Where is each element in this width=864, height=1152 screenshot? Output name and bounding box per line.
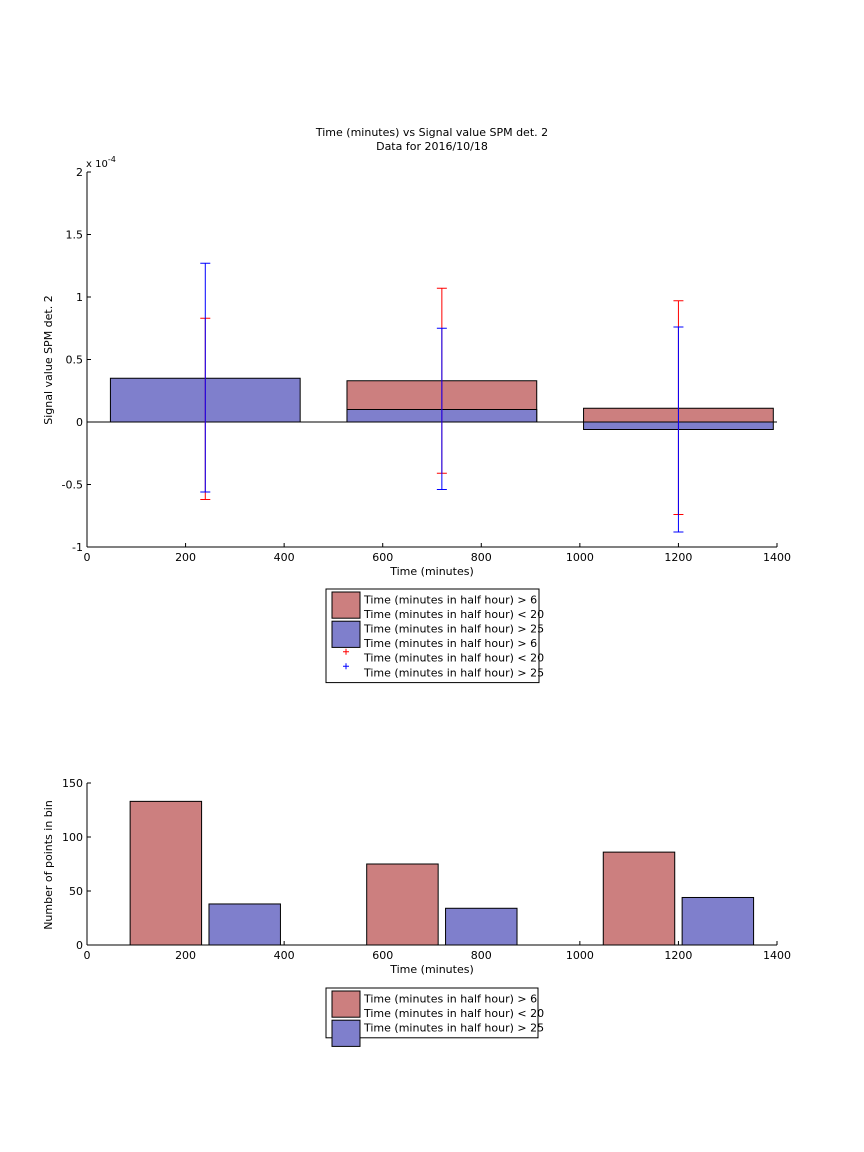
- chart-title: Time (minutes) vs Signal value SPM det. …: [315, 126, 548, 139]
- x-axis-label: Time (minutes): [389, 963, 474, 976]
- legend-label: Time (minutes in half hour) > 25: [363, 623, 544, 636]
- y-tick-label: 100: [62, 831, 83, 844]
- legend-box: [325, 987, 539, 1039]
- x-tick-label: 600: [372, 551, 393, 564]
- y-tick-label: -0.5: [62, 479, 83, 492]
- x-tick-label: 800: [471, 949, 492, 962]
- x-tick-label: 1400: [763, 949, 791, 962]
- errorbar-series-2: [436, 327, 447, 490]
- y-axis-label: Signal value SPM det. 2: [42, 295, 55, 425]
- legend-marker: [343, 663, 349, 670]
- legend-label: Time (minutes in half hour) > 25: [363, 1022, 544, 1035]
- y-tick-label: 0: [76, 939, 83, 952]
- x-tick-label: 600: [372, 949, 393, 962]
- errorbar-series-2: [673, 326, 684, 533]
- x-tick-label: 0: [84, 949, 91, 962]
- legend-swatch: [331, 990, 361, 1018]
- bar-series-1: [366, 863, 439, 946]
- legend-marker: [343, 648, 349, 655]
- x-tick-label: 1400: [763, 551, 791, 564]
- y-axis-label: Number of points in bin: [42, 800, 55, 930]
- x-tick-label: 200: [175, 551, 196, 564]
- count-chart: Number of points in bin Time (minutes) 0…: [42, 777, 791, 1047]
- legend-swatch: [331, 620, 361, 648]
- y-tick-label: 0.5: [66, 354, 84, 367]
- x-tick-label: 400: [274, 551, 295, 564]
- bar-series-2: [681, 896, 755, 946]
- y-tick-label: 0: [76, 416, 83, 429]
- legend-label: Time (minutes in half hour) < 20: [363, 652, 544, 665]
- errorbar-series-2: [200, 262, 211, 493]
- x-tick-label: 1000: [566, 949, 594, 962]
- y-tick-label: -1: [72, 541, 83, 554]
- x-tick-label: 1200: [664, 551, 692, 564]
- legend-label: Time (minutes in half hour) > 25: [363, 666, 544, 679]
- legend-swatch: [331, 591, 361, 619]
- x-tick-label: 400: [274, 949, 295, 962]
- y-tick-label: 1: [76, 291, 83, 304]
- y-tick-label: 1.5: [66, 229, 84, 242]
- legend-label: Time (minutes in half hour) < 20: [363, 608, 544, 621]
- x-tick-label: 200: [175, 949, 196, 962]
- bar-series-2: [445, 907, 518, 946]
- y-tick-label: 150: [62, 777, 83, 790]
- legend-label: Time (minutes in half hour) < 20: [363, 1007, 544, 1020]
- legend-label: Time (minutes in half hour) > 6: [363, 593, 537, 606]
- y-tick-label: 2: [76, 166, 83, 179]
- legend-swatch: [331, 1019, 361, 1047]
- legend-label: Time (minutes in half hour) > 6: [363, 637, 537, 650]
- y-exponent-label: x 10-4: [86, 155, 116, 170]
- signal-chart: Time (minutes) vs Signal value SPM det. …: [42, 126, 791, 684]
- x-tick-label: 1200: [664, 949, 692, 962]
- chart-subtitle: Data for 2016/10/18: [376, 140, 488, 153]
- bar-series-2: [208, 903, 281, 946]
- x-tick-label: 1000: [566, 551, 594, 564]
- legend-label: Time (minutes in half hour) > 6: [363, 992, 537, 1005]
- y-tick-label: 50: [69, 885, 83, 898]
- bar-series-1: [602, 851, 676, 946]
- legend-box: [325, 588, 540, 684]
- x-axis-label: Time (minutes): [389, 565, 474, 578]
- x-tick-label: 800: [471, 551, 492, 564]
- bar-series-1: [129, 800, 203, 946]
- x-tick-label: 0: [84, 551, 91, 564]
